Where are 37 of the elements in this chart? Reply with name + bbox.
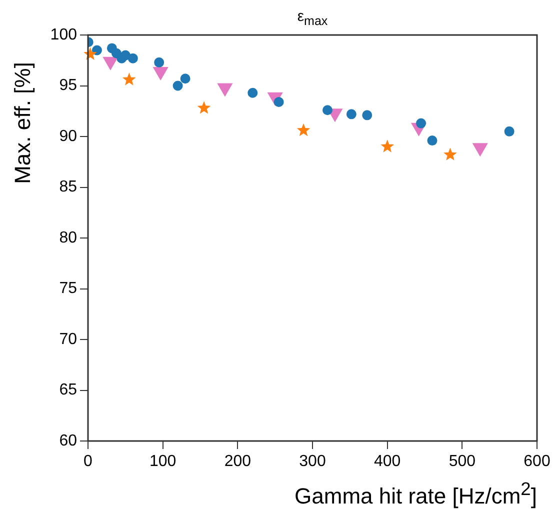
point	[296, 123, 310, 136]
y-tick-label: 80	[59, 229, 78, 246]
x-tick-label: 300	[299, 453, 326, 470]
point	[92, 45, 102, 56]
x-tick-label: 100	[149, 453, 176, 470]
point	[248, 88, 258, 98]
y-tick-label: 70	[59, 330, 78, 348]
x-tick-label: 600	[524, 453, 550, 470]
y-axis-title: Max. eff. [%]	[10, 62, 36, 184]
y-tick-label: 95	[59, 77, 78, 94]
y-tick-label: 85	[59, 178, 78, 196]
point	[197, 101, 211, 114]
point	[172, 80, 183, 91]
point	[362, 110, 372, 120]
chart-title: ε$_{max}$	[296, 8, 329, 28]
y-tick-label: 90	[59, 128, 78, 145]
y-tick-label: 60	[59, 432, 78, 450]
point	[120, 50, 130, 60]
point	[504, 126, 514, 136]
point	[180, 74, 190, 84]
x-tick-label: 0	[84, 453, 93, 470]
point	[346, 109, 356, 120]
point	[380, 140, 394, 152]
point	[154, 57, 164, 68]
y-tick-label: 65	[59, 382, 78, 399]
x-axis-title: Gamma hit rate [Hz/cm$^{2}$]	[294, 478, 537, 509]
x-tick-label: 200	[224, 453, 252, 470]
point	[322, 105, 332, 116]
y-tick-label: 75	[59, 280, 78, 298]
point	[122, 72, 136, 86]
x-tick-label: 500	[448, 453, 476, 470]
y-tick-label: 100	[50, 26, 78, 44]
point	[416, 118, 426, 128]
point	[427, 136, 438, 146]
point	[128, 53, 138, 64]
x-tick-label: 400	[374, 453, 401, 470]
point	[444, 148, 457, 160]
